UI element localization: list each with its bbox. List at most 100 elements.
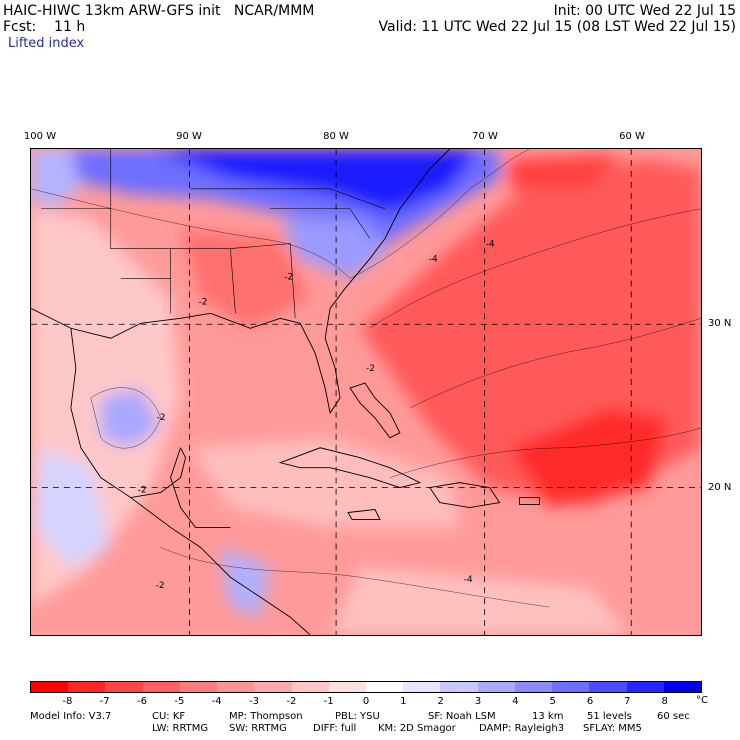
lon-label-70w: 70 W bbox=[472, 131, 498, 142]
contour-label: -4 bbox=[429, 255, 438, 265]
field-stable-west bbox=[31, 149, 81, 209]
colorbar-tick-label: -4 bbox=[211, 696, 222, 707]
lon-label-60w: 60 W bbox=[619, 131, 645, 142]
colorbar-tick-label: 2 bbox=[437, 696, 444, 707]
state-border-3 bbox=[230, 243, 296, 319]
field-stable-mexico bbox=[100, 388, 161, 448]
colorbar-cell bbox=[663, 682, 701, 692]
info-levels: 51 levels bbox=[587, 711, 632, 722]
init-time: Init: 00 UTC Wed 22 Jul 15 bbox=[553, 3, 736, 19]
info-lw: LW: RRTMG bbox=[152, 723, 209, 734]
colorbar-tick-label: 8 bbox=[661, 696, 668, 707]
field-stable-core bbox=[150, 149, 480, 214]
contour-line-2 bbox=[369, 208, 701, 329]
colorbar-cell bbox=[291, 682, 329, 692]
colorbar-cell bbox=[68, 682, 106, 692]
info-km: KM: 2D Smagor bbox=[378, 723, 456, 734]
field-stable-se bbox=[280, 218, 390, 279]
info-sf: SF: Noah LSM bbox=[428, 711, 496, 722]
field-unstable-core bbox=[509, 407, 670, 508]
colorbar-cell bbox=[365, 682, 404, 692]
contour-line-1 bbox=[31, 149, 530, 279]
info-sw: SW: RRTMG bbox=[229, 723, 287, 734]
valid-time: Valid: 11 UTC Wed 22 Jul 15 (08 LST Wed … bbox=[378, 19, 737, 35]
jamaica bbox=[347, 509, 381, 520]
contour-line-6 bbox=[160, 547, 550, 608]
contour-label: -2 bbox=[138, 486, 147, 496]
field-stable-mexsouth bbox=[35, 447, 111, 568]
model-title: HAIC-HIWC 13km ARW-GFS init NCAR/MMM bbox=[3, 3, 315, 19]
state-border-1 bbox=[110, 149, 171, 314]
contour-line-4 bbox=[389, 427, 701, 478]
colorbar-tick-label: -6 bbox=[137, 696, 147, 707]
contour-label: -2 bbox=[366, 364, 375, 374]
cuba bbox=[278, 447, 422, 489]
contour-label: -2 bbox=[284, 272, 293, 282]
field-unstable-gulf bbox=[180, 228, 311, 329]
colorbar-tick-label: -1 bbox=[323, 696, 334, 707]
central-america bbox=[130, 497, 311, 635]
contour-label: -2 bbox=[157, 413, 166, 423]
yucatan-coast bbox=[170, 447, 231, 528]
info-damp: DAMP: Rayleigh3 bbox=[479, 723, 565, 734]
colorbar-tick-label: -5 bbox=[174, 696, 185, 707]
colorbar-tick-label: -7 bbox=[99, 696, 110, 707]
info-timestep: 60 sec bbox=[657, 711, 690, 722]
colorbar-tick-label: 6 bbox=[586, 696, 594, 707]
colorbar-cell bbox=[626, 682, 664, 692]
field-light-carib bbox=[190, 437, 460, 528]
colorbar-tick-label: 5 bbox=[549, 696, 556, 707]
lat-label-30n: 30 N bbox=[708, 318, 732, 329]
colorbar-cell bbox=[552, 682, 590, 692]
colorbar-cell bbox=[403, 682, 441, 692]
colorbar-cell bbox=[105, 682, 143, 692]
colorbar-tick-label: -3 bbox=[249, 696, 259, 707]
puerto-rico bbox=[519, 497, 540, 505]
colorbar-cell bbox=[440, 682, 478, 692]
colorbar-cell bbox=[142, 682, 180, 692]
info-mp: MP: Thompson bbox=[229, 711, 303, 722]
colorbar bbox=[30, 681, 702, 693]
contour-label: -2 bbox=[199, 297, 208, 307]
colorbar-cell bbox=[254, 682, 292, 692]
state-border-4 bbox=[190, 188, 386, 210]
colorbar-tick-label: 7 bbox=[624, 696, 631, 707]
field-stable-central bbox=[220, 547, 271, 618]
info-cu: CU: KF bbox=[152, 711, 186, 722]
hispaniola bbox=[429, 482, 501, 508]
colorbar-cell bbox=[514, 682, 553, 692]
colorbar-cell bbox=[589, 682, 627, 692]
colorbar-tick-label: -2 bbox=[286, 696, 297, 707]
colorbar-tick-label: 1 bbox=[400, 696, 407, 707]
contour-line-3 bbox=[409, 318, 701, 409]
colorbar-cell bbox=[31, 682, 69, 692]
contour-label: -2 bbox=[156, 581, 165, 591]
contour-label: -4 bbox=[464, 575, 473, 585]
info-diff: DIFF: full bbox=[313, 723, 357, 734]
colorbar-cell bbox=[328, 682, 366, 692]
mexico-coast bbox=[70, 328, 187, 499]
lon-label-90w: 90 W bbox=[176, 131, 202, 142]
contour-line-5 bbox=[90, 387, 161, 449]
colorbar-unit: °C bbox=[696, 695, 708, 706]
state-border-6 bbox=[270, 208, 371, 239]
info-pbl: PBL: YSU bbox=[335, 711, 380, 722]
lon-label-80w: 80 W bbox=[323, 131, 349, 142]
contour-label: -4 bbox=[486, 240, 495, 250]
field-name: Lifted index bbox=[8, 36, 85, 51]
lon-label-100w: 100 W bbox=[23, 131, 57, 142]
colorbar-tick-label: 3 bbox=[474, 696, 482, 707]
colorbar-cell bbox=[477, 682, 515, 692]
field-unstable-ne bbox=[509, 153, 620, 189]
colorbar-cell bbox=[217, 682, 255, 692]
bahamas bbox=[349, 382, 401, 439]
colorbar-ticks: -8 -7 -6 -5 -4 -3 -2 -1 0 1 2 3 4 5 6 7 8 bbox=[30, 696, 702, 708]
us-gulf-coast bbox=[31, 149, 451, 415]
info-resolution: 13 km bbox=[532, 711, 564, 722]
forecast-hour: Fcst: 11 h bbox=[3, 19, 86, 35]
colorbar-tick-label: 0 bbox=[362, 696, 370, 707]
colorbar-tick-label: 4 bbox=[512, 696, 519, 707]
info-sflay: SFLAY: MM5 bbox=[583, 723, 642, 734]
info-version: Model Info: V3.7 bbox=[30, 711, 112, 722]
lifted-index-map: -2 -4 -2 -2 -4 -2 -2 -4 -2 bbox=[30, 148, 702, 636]
